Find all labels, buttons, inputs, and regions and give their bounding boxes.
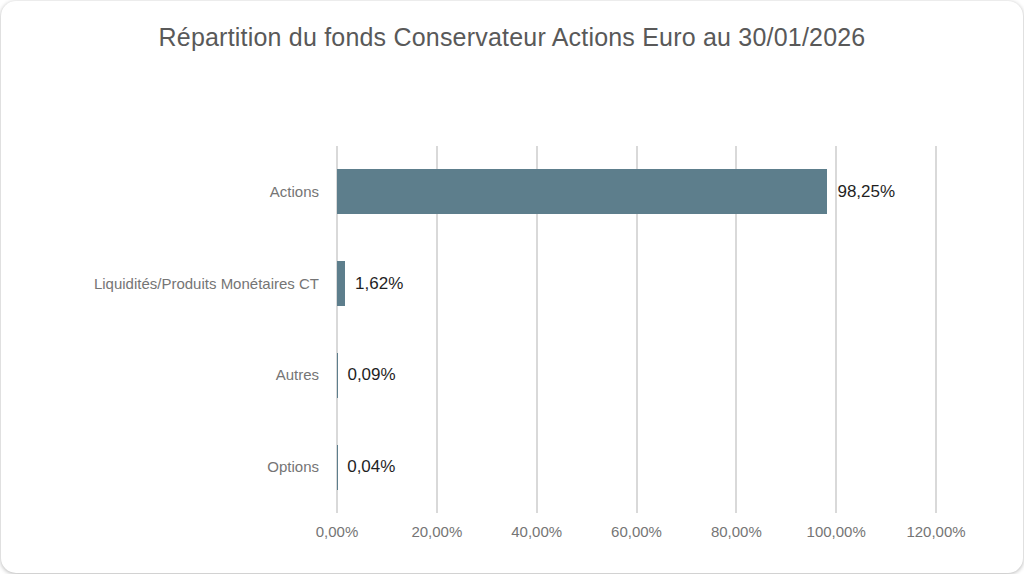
x-tick-label: 0,00% <box>292 523 382 540</box>
value-label: 0,09% <box>347 365 395 385</box>
x-tick-label: 120,00% <box>891 523 981 540</box>
category-label: Liquidités/Produits Monétaires CT <box>1 275 319 292</box>
value-label: 0,04% <box>347 457 395 477</box>
bar-0 <box>337 169 827 214</box>
gridline <box>935 146 937 513</box>
x-tick-label: 80,00% <box>691 523 781 540</box>
category-label: Autres <box>1 366 319 383</box>
chart-card: Répartition du fonds Conservateur Action… <box>1 1 1023 573</box>
value-label: 1,62% <box>355 274 403 294</box>
x-tick-label: 100,00% <box>791 523 881 540</box>
x-tick-label: 60,00% <box>592 523 682 540</box>
category-label: Actions <box>1 183 319 200</box>
x-tick-label: 20,00% <box>392 523 482 540</box>
value-label: 98,25% <box>837 182 895 202</box>
plot-area: 0,00% 20,00% 40,00% 60,00% 80,00% 100,00% 120,… <box>1 1 1023 573</box>
bar-1 <box>337 261 345 306</box>
x-tick-label: 40,00% <box>492 523 582 540</box>
category-label: Options <box>1 458 319 475</box>
